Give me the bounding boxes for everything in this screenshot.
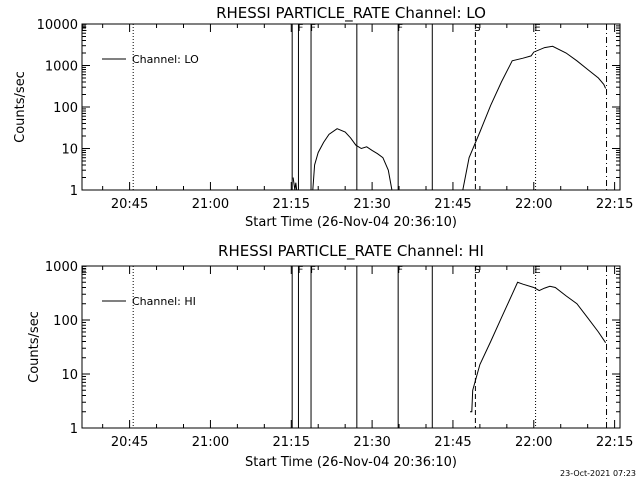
event-marker-label: F <box>310 265 316 276</box>
x-tick-label: 22:00 <box>515 435 552 450</box>
x-tick-label: 21:45 <box>434 435 471 450</box>
chart-title: RHESSI PARTICLE_RATE Channel: LO <box>216 4 486 23</box>
series-line-1 <box>462 45 607 191</box>
series-line-1 <box>470 281 607 413</box>
x-tick-label: 21:00 <box>192 197 229 212</box>
x-tick-label: 20:45 <box>111 435 148 450</box>
x-tick-label: 21:15 <box>273 197 310 212</box>
x-tick-label: 22:15 <box>596 435 633 450</box>
y-tick-label: 1 <box>70 422 78 437</box>
x-axis-label: Start Time (26-Nov-04 20:36:10) <box>245 215 457 230</box>
event-marker-label: F <box>310 23 316 34</box>
x-tick-label: 20:45 <box>111 197 148 212</box>
x-tick-label: 21:00 <box>192 435 229 450</box>
event-marker-label: S <box>474 265 480 276</box>
event-marker-label: E <box>81 23 87 34</box>
x-tick-label: 21:45 <box>434 197 471 212</box>
y-tick-label: 10000 <box>37 18 78 33</box>
x-axis-label: Start Time (26-Nov-04 20:36:10) <box>245 455 457 470</box>
event-marker-label: F <box>397 265 403 276</box>
y-tick-label: 1000 <box>45 260 78 275</box>
chart-panel-2 <box>81 265 621 429</box>
footer-timestamp: 23-Oct-2021 07:23 <box>560 469 636 478</box>
series-line-1 <box>312 128 393 191</box>
event-marker-label: E <box>534 23 540 34</box>
chart-panel-1 <box>81 23 621 191</box>
x-tick-label: 21:15 <box>273 435 310 450</box>
legend-label: Channel: HI <box>132 295 196 308</box>
chart-title: RHESSI PARTICLE_RATE Channel: HI <box>218 242 484 261</box>
x-tick-label: 22:00 <box>515 197 552 212</box>
plot-frame <box>81 23 621 191</box>
y-tick-label: 1000 <box>45 60 78 75</box>
y-tick-label: 10 <box>61 143 78 158</box>
event-marker-label: S <box>474 23 480 34</box>
x-tick-label: 22:15 <box>596 197 633 212</box>
event-marker-label: E <box>534 265 540 276</box>
event-marker-label: F <box>298 265 304 276</box>
y-axis-label: Counts/sec <box>27 311 42 383</box>
y-tick-label: 10 <box>61 368 78 383</box>
series-line-1 <box>292 177 298 191</box>
event-marker-label: E <box>81 265 87 276</box>
y-tick-label: 100 <box>53 314 78 329</box>
y-tick-label: 1 <box>70 184 78 199</box>
event-marker-label: F <box>298 23 304 34</box>
event-marker-label: F <box>397 23 403 34</box>
x-tick-label: 21:30 <box>353 435 390 450</box>
legend-label: Channel: LO <box>132 53 199 66</box>
x-tick-label: 21:30 <box>353 197 390 212</box>
y-axis-label: Counts/sec <box>13 71 28 143</box>
y-tick-label: 100 <box>53 101 78 116</box>
